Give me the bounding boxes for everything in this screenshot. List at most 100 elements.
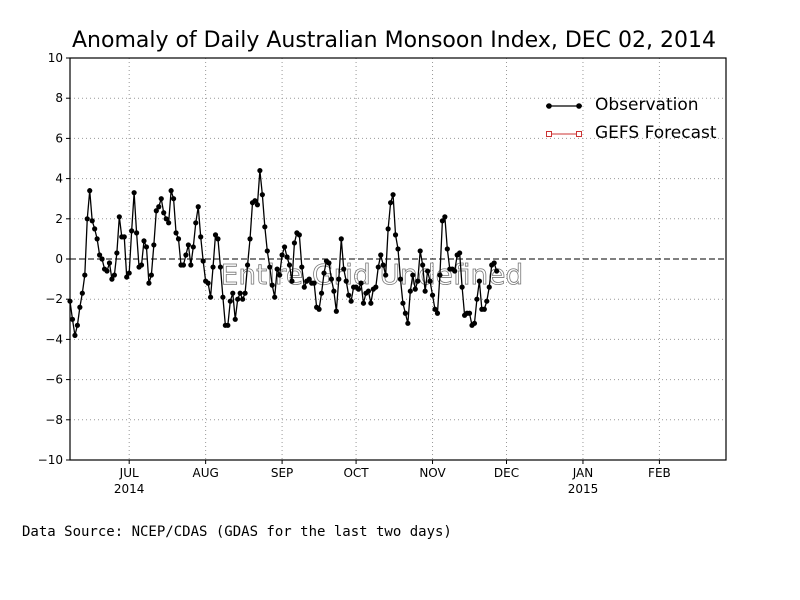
observation-point [188, 262, 194, 268]
observation-point [466, 310, 473, 316]
observation-point [326, 260, 332, 266]
y-tick-label: −2 [45, 292, 63, 306]
observation-point [422, 288, 428, 294]
observation-point [385, 226, 391, 232]
observation-point [133, 230, 140, 236]
observation-point [121, 234, 127, 240]
y-tick-label: 0 [55, 252, 63, 266]
observation-point [336, 276, 342, 282]
observation-point [442, 214, 448, 220]
observation-point [143, 244, 150, 250]
observation-point [432, 306, 438, 312]
x-tick-label: OCT [343, 466, 369, 480]
x-tick-label: NOV [419, 466, 446, 480]
observation-point [397, 276, 404, 282]
observation-point [365, 288, 372, 294]
observation-point [380, 262, 386, 268]
observation-point [210, 264, 216, 270]
observation-point [200, 258, 206, 264]
y-tick-label: −6 [45, 373, 63, 387]
observation-point [368, 300, 374, 306]
observation-point [311, 280, 317, 286]
observation-point [166, 220, 172, 226]
observation-point [494, 268, 500, 274]
observation-point [193, 220, 199, 226]
y-axis-ticks: 10 8 6 4 2 0 −2 −4 −6 −8 −10 [38, 51, 70, 467]
observation-point [247, 236, 253, 242]
observation-point [205, 280, 211, 286]
observation-point [235, 296, 241, 302]
observation-point [124, 274, 130, 280]
observation-point [360, 300, 367, 306]
observation-point [69, 316, 76, 322]
observation-point [87, 188, 93, 194]
observation-point [242, 290, 248, 296]
legend-gefs-label: GEFS Forecast [595, 123, 717, 143]
observation-point [111, 272, 117, 278]
data-source-note: Data Source: NCEP/CDAS (GDAS for the las… [22, 524, 452, 540]
observation-point [420, 262, 426, 268]
observation-point [109, 276, 115, 282]
y-tick-label: 4 [55, 172, 63, 186]
observation-point [341, 266, 347, 272]
observation-point [348, 298, 354, 304]
observation-point [281, 244, 288, 250]
x-axis-ticks: JUL 2014 AUG SEP OCT NOV DEC JAN 2015 FEB [114, 460, 671, 496]
observation-point [471, 320, 478, 326]
legend-gefs-marker [546, 131, 552, 137]
observation-point [284, 254, 290, 260]
observation-point [84, 216, 90, 222]
observation-point [244, 262, 251, 268]
observation-markers [67, 167, 500, 338]
observation-point [175, 236, 182, 242]
observation-point [104, 268, 110, 274]
observation-point [429, 292, 436, 298]
observation-point [338, 236, 344, 242]
observation-point [116, 214, 122, 220]
observation-point [74, 322, 80, 328]
observation-point [427, 278, 433, 284]
observation-point [457, 250, 463, 256]
observation-point [230, 290, 236, 296]
observation-point [331, 288, 337, 294]
chart-title: Anomaly of Daily Australian Monsoon Inde… [72, 28, 716, 53]
x-tick-label: DEC [494, 466, 519, 480]
x-tick-year-label: 2015 [568, 482, 599, 496]
observation-point [180, 262, 187, 268]
y-tick-label: −4 [45, 332, 63, 346]
observation-point [306, 276, 312, 282]
observation-point [296, 232, 302, 238]
observation-point [318, 290, 325, 296]
observation-point [439, 218, 445, 224]
observation-point [198, 234, 204, 240]
observation-point [183, 252, 189, 258]
x-tick-label: JAN [572, 466, 594, 480]
observation-point [94, 236, 100, 242]
observation-point [291, 240, 298, 246]
observation-point [491, 260, 497, 266]
observation-point [225, 322, 231, 328]
observation-point [99, 256, 105, 262]
observation-point [277, 272, 283, 278]
observation-point [161, 210, 167, 216]
observation-point [301, 284, 307, 290]
observation-point [252, 198, 258, 204]
observation-point [272, 294, 278, 300]
observation-point [358, 280, 364, 286]
observation-point [279, 252, 285, 258]
observation-point [163, 216, 169, 222]
x-tick-label: FEB [648, 466, 671, 480]
legend-gefs-marker [576, 131, 582, 137]
observation-point [484, 298, 490, 304]
observation-point [274, 266, 280, 272]
observation-point [138, 262, 145, 268]
observation-point [395, 246, 401, 252]
observation-point [299, 264, 305, 270]
observation-point [289, 278, 295, 284]
observation-point [417, 248, 423, 254]
observation-point [82, 272, 88, 278]
observation-point [390, 192, 396, 198]
legend-observation-marker [576, 103, 582, 109]
